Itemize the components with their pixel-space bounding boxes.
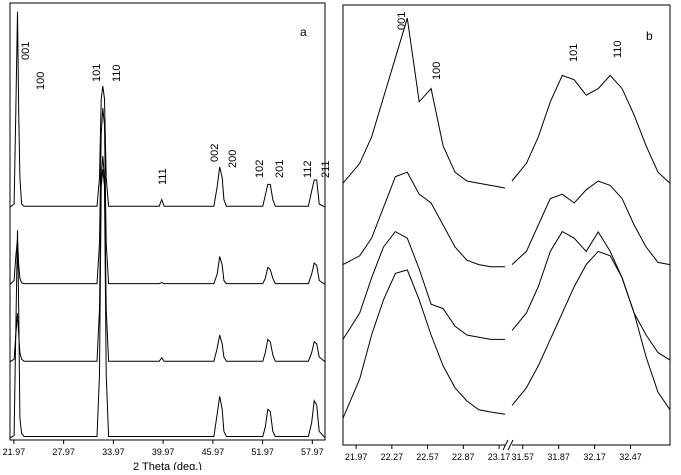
peak-label: 111 <box>157 168 169 185</box>
peak-label: 112 <box>302 160 314 178</box>
x-tick-label: 21.97 <box>345 452 368 462</box>
x-tick-label: 31.57 <box>512 452 535 462</box>
xrd-trace <box>9 169 326 439</box>
xrd-trace <box>342 171 671 268</box>
axis-break <box>502 438 514 452</box>
x-tick-label: 57.97 <box>301 447 324 457</box>
x-tick-label: 51.97 <box>251 447 274 457</box>
peak-label: 101 <box>568 44 580 62</box>
peak-label: 110 <box>111 64 123 82</box>
x-tick-label: 31.87 <box>547 452 570 462</box>
x-tick-label: 23.17 <box>488 452 511 462</box>
x-tick-label: 32.17 <box>583 452 606 462</box>
peak-label: 201 <box>274 160 286 178</box>
x-tick-label: 33.97 <box>102 447 125 457</box>
panel-label: a <box>300 25 307 39</box>
x-tick-label: 22.57 <box>416 452 439 462</box>
xrd-trace <box>342 230 671 361</box>
xrd-trace <box>342 250 671 419</box>
panel-b-frame <box>342 4 671 446</box>
peak-label: 100 <box>431 62 443 80</box>
peak-label: 211 <box>320 160 332 178</box>
x-axis-label: 2 Theta (deg.) <box>133 461 202 470</box>
peak-label: 002 <box>209 144 221 162</box>
peak-label: 100 <box>35 72 47 90</box>
x-tick-label: 32.47 <box>619 452 642 462</box>
x-tick-label: 45.97 <box>202 447 225 457</box>
x-tick-label: 21.97 <box>3 447 26 457</box>
x-tick-label: 27.97 <box>52 447 75 457</box>
xrd-trace <box>9 107 326 285</box>
peak-label: 101 <box>91 64 103 82</box>
peak-label: 102 <box>254 160 266 178</box>
peak-label: 200 <box>227 150 239 168</box>
panel-a-frame <box>9 2 326 441</box>
xrd-trace <box>9 155 326 363</box>
panel-label: b <box>646 29 653 43</box>
x-tick-label: 22.87 <box>452 452 475 462</box>
xrd-trace <box>9 11 326 208</box>
peak-label: 001 <box>20 42 32 60</box>
x-tick-label: 22.27 <box>381 452 404 462</box>
xrd-trace <box>342 18 671 189</box>
x-tick-label: 39.97 <box>152 447 175 457</box>
peak-label: 110 <box>612 40 624 58</box>
peak-label: 001 <box>396 12 408 30</box>
